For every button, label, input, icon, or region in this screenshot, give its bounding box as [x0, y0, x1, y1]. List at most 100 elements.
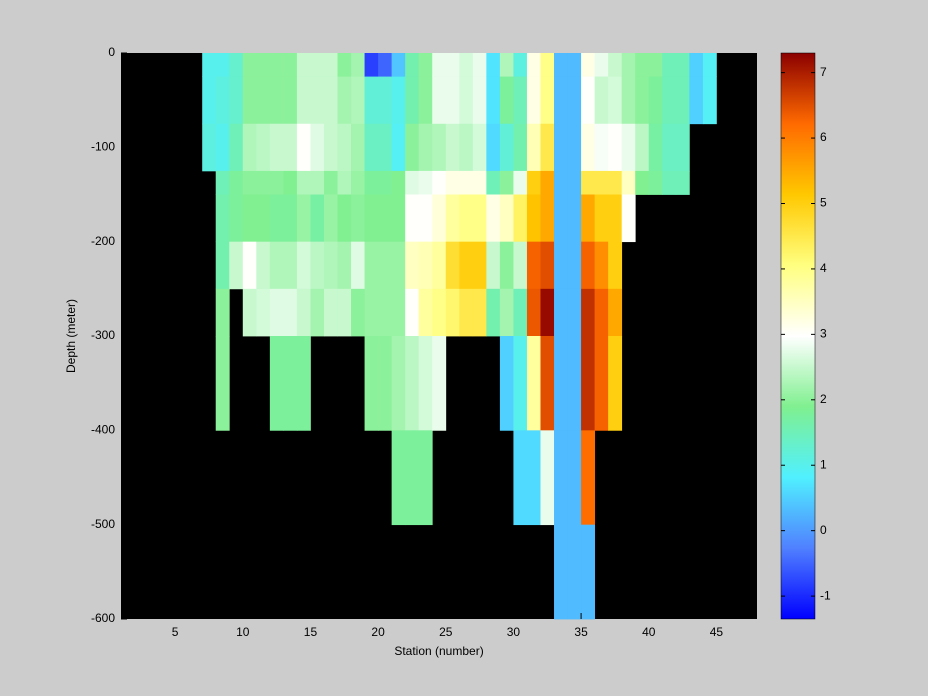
heat-cell [351, 123, 365, 172]
heat-cell [351, 170, 365, 195]
heat-cell [513, 241, 528, 290]
colorbar-tick-label: 4 [820, 261, 827, 275]
heat-cell [445, 288, 460, 337]
heat-cell [283, 123, 298, 172]
heat-cell [499, 241, 514, 290]
heat-cell [662, 53, 677, 77]
heat-cell [540, 123, 555, 172]
heat-cell [296, 194, 311, 243]
heat-cell [540, 288, 555, 337]
heat-cell [283, 76, 298, 125]
heat-cell [675, 123, 690, 172]
heat-cell [486, 123, 501, 172]
heat-cell [378, 76, 393, 125]
heat-cell [256, 53, 271, 77]
heat-cell [269, 170, 284, 195]
colorbar-tick-label: 2 [820, 392, 827, 406]
heat-cell [581, 123, 596, 172]
y-tick-label: -100 [91, 140, 115, 154]
heat-cell [567, 241, 582, 290]
heat-cell [581, 76, 596, 125]
heat-cell [554, 123, 568, 172]
heat-cell [242, 76, 257, 125]
heat-cell [445, 170, 460, 195]
heat-cell [513, 170, 528, 195]
heat-cell [215, 76, 230, 125]
x-tick-label: 15 [304, 625, 318, 639]
heat-cell [432, 76, 447, 125]
heat-cell [215, 170, 230, 195]
heat-cell [269, 288, 284, 337]
y-tick-label: -600 [91, 611, 115, 625]
heat-cell [337, 123, 352, 172]
heat-cell [459, 76, 474, 125]
heat-cell [567, 123, 582, 172]
heat-cell [554, 430, 568, 526]
heat-cell [323, 194, 338, 243]
heat-cell [202, 76, 217, 125]
heat-cell [608, 53, 623, 77]
heat-cell [256, 241, 271, 290]
heat-cell [364, 53, 379, 77]
heat-cell [608, 194, 623, 243]
heat-cell [242, 170, 257, 195]
heat-cell [472, 53, 487, 77]
heat-cell [351, 194, 365, 243]
heat-cell [554, 288, 568, 337]
heat-cell [621, 76, 636, 125]
heat-cell [608, 123, 623, 172]
heat-cell [554, 524, 568, 620]
heat-cell [378, 123, 393, 172]
heat-cell [215, 194, 230, 243]
heat-cell [432, 53, 447, 77]
heat-cell [269, 194, 284, 243]
heat-cell [364, 194, 379, 243]
heat-cell [459, 53, 474, 77]
heat-cell [310, 194, 325, 243]
heat-cell [296, 53, 311, 77]
colorbar-tick-label: 0 [820, 523, 827, 537]
heat-cell [526, 194, 541, 243]
heat-cell [581, 53, 596, 77]
heat-cell [391, 53, 406, 77]
heat-cell [567, 336, 582, 431]
heat-cell [391, 336, 406, 431]
heat-cell [337, 170, 352, 195]
heat-cell [581, 336, 596, 431]
x-tick-label: 40 [642, 625, 656, 639]
heat-cell [689, 76, 704, 125]
heat-cell [635, 53, 650, 77]
y-tick-label: -200 [91, 234, 115, 248]
heat-cell [526, 170, 541, 195]
heat-cell [526, 336, 541, 431]
heat-cell [215, 336, 230, 431]
heat-cell [337, 194, 352, 243]
heat-cell [594, 288, 609, 337]
heat-cell [337, 53, 352, 77]
heat-cell [486, 76, 501, 125]
heat-cell [486, 194, 501, 243]
heat-cell [378, 288, 393, 337]
heat-cell [391, 170, 406, 195]
heat-cell [391, 288, 406, 337]
heat-cell [662, 76, 677, 125]
heat-cell [405, 53, 420, 77]
heat-cell [608, 170, 623, 195]
heat-cell [432, 194, 447, 243]
heat-cell [445, 76, 460, 125]
y-tick-label: -300 [91, 328, 115, 342]
heat-cell [499, 53, 514, 77]
heat-cell [675, 53, 690, 77]
heat-cell [499, 288, 514, 337]
heat-cell [499, 336, 514, 431]
heat-cell [296, 241, 311, 290]
heat-cell [581, 524, 596, 620]
heat-cell [702, 53, 717, 77]
heat-cell [337, 288, 352, 337]
heat-cell [567, 76, 582, 125]
heat-cell [445, 194, 460, 243]
x-axis-label: Station (number) [394, 644, 483, 658]
y-tick-label: 0 [108, 45, 115, 59]
heat-cell [378, 194, 393, 243]
heat-cell [594, 76, 609, 125]
